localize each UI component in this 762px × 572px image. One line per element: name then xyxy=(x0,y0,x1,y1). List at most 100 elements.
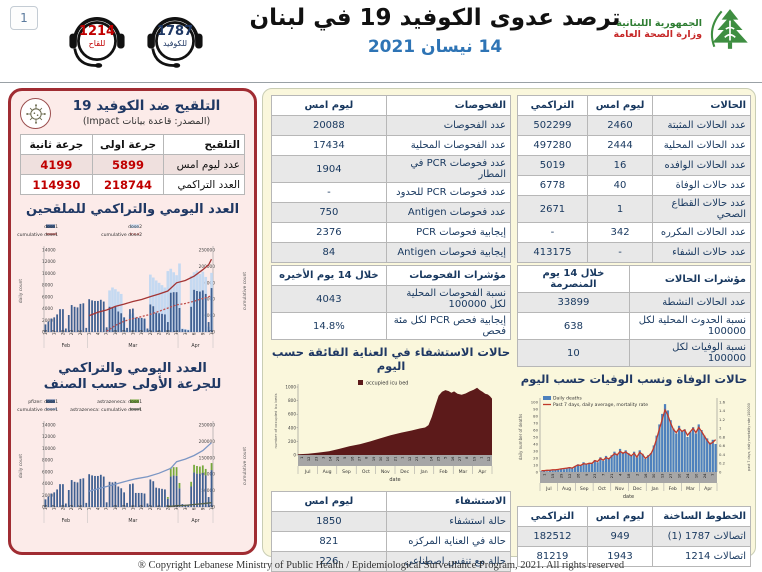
svg-text:7: 7 xyxy=(104,332,109,335)
svg-text:12: 12 xyxy=(487,457,491,462)
svg-text:Mar: Mar xyxy=(686,486,695,492)
svg-text:Apr: Apr xyxy=(191,343,199,349)
svg-text:Jan: Jan xyxy=(651,486,659,492)
virus-icon xyxy=(20,98,51,129)
vaccination-source: (المصدر: قاعدة بيانات Impact) xyxy=(82,116,211,127)
tests-column: الفحوصات ليوم امس عدد الفحوصات 20088 عدد ا… xyxy=(271,95,512,572)
svg-text:10000: 10000 xyxy=(42,271,56,277)
svg-text:dose1: dose1 xyxy=(44,224,58,230)
svg-text:Oct: Oct xyxy=(598,486,606,492)
ministry-name-line2: وزارة الصحة العامة xyxy=(613,29,702,40)
table-row: عدد الفحوصات المحلية 17434 xyxy=(271,135,512,156)
table-row: حالة في العناية المركزه 821 xyxy=(271,531,512,552)
header-divider xyxy=(0,82,762,83)
svg-text:Sep: Sep xyxy=(580,486,589,492)
svg-text:13: 13 xyxy=(661,474,665,479)
svg-text:20: 20 xyxy=(60,505,65,511)
svg-text:Feb: Feb xyxy=(669,486,677,492)
ministry-name-line1: الجمهورية اللبنانية xyxy=(616,18,702,29)
svg-text:4: 4 xyxy=(95,507,100,510)
svg-text:1000: 1000 xyxy=(285,385,296,390)
svg-text:25: 25 xyxy=(156,505,161,511)
svg-text:9: 9 xyxy=(200,332,205,335)
svg-text:Nov: Nov xyxy=(615,486,624,492)
svg-text:16: 16 xyxy=(350,456,354,461)
table-row: اتصالات 1214 1943 81219 xyxy=(517,546,751,567)
hotlines-table: الخطوط الساخنة ليوم امس التراكمي اتصالات… xyxy=(517,506,751,567)
svg-text:15: 15 xyxy=(551,474,555,479)
column-header: التراكمي xyxy=(517,95,588,116)
svg-text:0: 0 xyxy=(536,469,539,474)
svg-text:3: 3 xyxy=(422,457,426,459)
svg-text:19: 19 xyxy=(372,456,376,461)
svg-text:0.6: 0.6 xyxy=(719,443,726,448)
table-row: إيجابية فحوصات PCR 2376 xyxy=(271,222,512,243)
svg-text:Dec: Dec xyxy=(633,486,642,492)
svg-text:date: date xyxy=(623,494,634,500)
svg-text:5: 5 xyxy=(343,457,347,459)
svg-text:28: 28 xyxy=(165,505,170,511)
vaccination-panel: التلقيح ضد الكوفيد 19 (المصدر: قاعدة بيا… xyxy=(8,88,257,555)
deaths-chart-title: حالات الوفاة ونسب الوفيات حسب اليوم xyxy=(520,372,748,386)
svg-text:6000: 6000 xyxy=(42,294,53,300)
svg-text:22: 22 xyxy=(147,505,152,511)
svg-text:Jul: Jul xyxy=(545,486,552,492)
svg-text:number of occupied icu beds: number of occupied icu beds xyxy=(273,393,278,448)
svg-text:27: 27 xyxy=(458,457,462,462)
svg-text:200000: 200000 xyxy=(198,439,215,445)
svg-text:31: 31 xyxy=(174,330,179,336)
svg-text:dose2: dose2 xyxy=(128,224,142,230)
svg-text:7: 7 xyxy=(602,474,606,476)
statistics-panel: الفحوصات ليوم امس عدد الفحوصات 20088 عدد ا… xyxy=(262,88,756,572)
svg-text:10: 10 xyxy=(533,462,538,467)
svg-text:astrazeneca: cumulative dose1: astrazeneca: cumulative dose1 xyxy=(70,407,142,413)
svg-text:19: 19 xyxy=(472,456,476,461)
svg-text:0: 0 xyxy=(719,469,722,474)
svg-text:past 7 days, daily mortality r: past 7 days, daily mortality rate /10000… xyxy=(747,403,751,471)
svg-text:1: 1 xyxy=(401,457,405,459)
covid-hotline-number: 1787 xyxy=(156,24,194,39)
svg-text:800: 800 xyxy=(288,398,296,403)
svg-text:50000: 50000 xyxy=(201,488,215,494)
svg-text:18: 18 xyxy=(627,473,631,478)
svg-text:0: 0 xyxy=(42,505,45,511)
cases-indicators-table: مؤشرات الحالات خلال 14 يوم المنصرمة عدد … xyxy=(517,265,752,367)
svg-text:daily count: daily count xyxy=(18,454,24,479)
svg-text:1: 1 xyxy=(543,474,547,476)
svg-text:8000: 8000 xyxy=(42,283,53,289)
svg-text:Past 7 days, daily average, mo: Past 7 days, daily average, mortality ra… xyxy=(553,402,648,408)
svg-text:cumulative count: cumulative count xyxy=(242,272,248,310)
svg-text:24: 24 xyxy=(686,473,690,478)
svg-text:10: 10 xyxy=(386,456,390,461)
svg-text:60: 60 xyxy=(533,427,538,432)
svg-text:0: 0 xyxy=(212,330,215,336)
svg-text:10: 10 xyxy=(694,473,698,478)
svg-text:23: 23 xyxy=(69,505,74,511)
table-row: نسبة الحدوث المحلية لكل 100000 638 xyxy=(517,312,752,340)
svg-text:100: 100 xyxy=(531,399,539,404)
table-row: نسبة الفحوصات المحلية لكل 100000 4043 xyxy=(271,285,512,313)
svg-text:250000: 250000 xyxy=(198,248,215,254)
svg-text:Jul: Jul xyxy=(304,469,311,475)
column-header: التلقيح xyxy=(163,134,245,155)
svg-text:150000: 150000 xyxy=(198,455,215,461)
hospitalization-table: الاستشفاء ليوم امس حالة استشفاء 1850 حالة … xyxy=(271,491,512,572)
svg-text:10000: 10000 xyxy=(42,446,56,452)
svg-text:9: 9 xyxy=(200,507,205,510)
svg-text:Mar: Mar xyxy=(459,469,468,475)
svg-text:19: 19 xyxy=(139,505,144,511)
svg-text:6: 6 xyxy=(191,332,196,335)
column-header: جرعة ثانية xyxy=(20,134,93,155)
covid-hotline-label: للكوفيد xyxy=(162,39,188,48)
svg-text:6: 6 xyxy=(191,507,196,510)
svg-text:30: 30 xyxy=(533,448,538,453)
svg-text:Mar: Mar xyxy=(128,343,137,349)
headset-icon xyxy=(147,16,203,68)
column-header: جرعة اولى xyxy=(91,134,165,155)
svg-text:12000: 12000 xyxy=(42,259,56,265)
column-header: ليوم امس xyxy=(586,95,654,116)
vaccinated-daily-cumulative-chart: dose1 dose2 cumulative dose1 cumulative dos… xyxy=(17,224,248,349)
svg-text:0: 0 xyxy=(212,505,215,511)
ministry-logo: الجمهورية اللبنانية وزارة الصحة العامة xyxy=(613,6,754,52)
table-row: اتصالات 1787 (1) 949 182512 xyxy=(517,526,751,547)
